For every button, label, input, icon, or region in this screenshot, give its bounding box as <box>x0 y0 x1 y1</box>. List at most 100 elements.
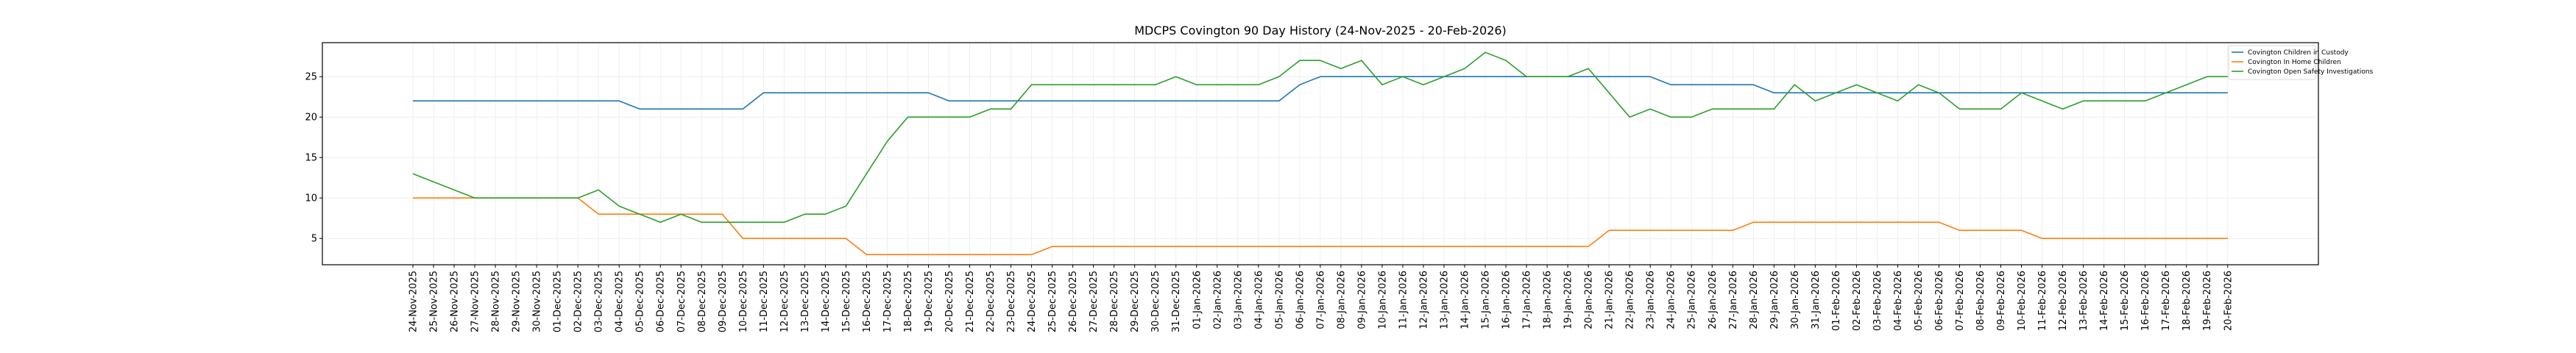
y-tick-label: 15 <box>305 153 317 164</box>
x-tick-label: 02-Dec-2025 <box>573 271 584 332</box>
x-tick-label: 11-Feb-2026 <box>2037 271 2048 331</box>
x-tick-label: 09-Jan-2026 <box>1356 271 1367 329</box>
x-tick-label: 28-Dec-2025 <box>1109 271 1120 332</box>
x-tick-label: 14-Dec-2025 <box>821 271 832 332</box>
x-tick-label: 07-Feb-2026 <box>1955 271 1966 331</box>
series-line-0 <box>413 76 2228 110</box>
x-tick-label: 14-Feb-2026 <box>2099 271 2110 331</box>
x-tick-label: 25-Nov-2025 <box>429 271 440 332</box>
y-tick-label: 25 <box>305 72 317 83</box>
x-tick-label: 20-Dec-2025 <box>944 271 955 332</box>
x-tick-label: 11-Jan-2026 <box>1398 271 1409 329</box>
x-tick-label: 10-Jan-2026 <box>1377 271 1388 329</box>
x-tick-label: 20-Feb-2026 <box>2223 271 2234 331</box>
chart-title: MDCPS Covington 90 Day History (24-Nov-2… <box>1134 24 1507 38</box>
x-tick-label: 27-Jan-2026 <box>1728 271 1739 329</box>
x-tick-label: 13-Feb-2026 <box>2078 271 2090 331</box>
x-tick-label: 04-Dec-2025 <box>615 271 626 332</box>
x-tick-label: 19-Dec-2025 <box>924 271 935 332</box>
legend-label: Covington Children in Custody <box>2248 49 2349 57</box>
x-tick-label: 30-Jan-2026 <box>1790 271 1801 329</box>
x-tick-label: 05-Feb-2026 <box>1914 271 1925 331</box>
x-tick-label: 17-Jan-2026 <box>1522 271 1533 329</box>
x-tick-label: 19-Feb-2026 <box>2202 271 2213 331</box>
x-tick-label: 23-Dec-2025 <box>1006 271 1017 332</box>
x-tick-label: 06-Dec-2025 <box>656 271 667 332</box>
x-tick-label: 16-Dec-2025 <box>862 271 873 332</box>
x-tick-label: 23-Jan-2026 <box>1646 271 1657 329</box>
x-tick-label: 06-Jan-2026 <box>1295 271 1306 329</box>
x-tick-label: 16-Feb-2026 <box>2140 271 2151 331</box>
legend-box <box>2228 45 2316 80</box>
y-tick-label: 20 <box>305 113 317 124</box>
y-axis: 5 10 15 20 25 <box>305 72 322 245</box>
x-tick-label: 10-Feb-2026 <box>2017 271 2028 331</box>
legend: Covington Children in Custody Covington I… <box>2228 45 2374 80</box>
x-tick-label: 19-Jan-2026 <box>1563 271 1574 329</box>
x-tick-label: 08-Feb-2026 <box>1975 271 1986 331</box>
x-tick-label: 26-Dec-2025 <box>1068 271 1079 332</box>
grid <box>322 43 2318 265</box>
x-tick-label: 22-Dec-2025 <box>986 271 997 332</box>
x-tick-label: 24-Nov-2025 <box>408 271 420 332</box>
x-tick-label: 30-Dec-2025 <box>1150 271 1161 332</box>
x-tick-label: 24-Dec-2025 <box>1027 271 1038 332</box>
x-tick-label: 09-Dec-2025 <box>718 271 729 332</box>
x-tick-label: 26-Nov-2025 <box>450 271 461 332</box>
x-tick-label: 02-Feb-2026 <box>1852 271 1863 331</box>
x-tick-label: 06-Feb-2026 <box>1934 271 1945 331</box>
x-tick-label: 17-Feb-2026 <box>2161 271 2172 331</box>
x-tick-label: 31-Jan-2026 <box>1811 271 1822 329</box>
x-tick-label: 08-Jan-2026 <box>1336 271 1347 329</box>
x-tick-label: 26-Jan-2026 <box>1708 271 1719 329</box>
x-tick-label: 04-Feb-2026 <box>1893 271 1904 331</box>
x-tick-label: 24-Jan-2026 <box>1666 271 1677 329</box>
x-tick-label: 01-Feb-2026 <box>1831 271 1842 331</box>
x-tick-label: 21-Jan-2026 <box>1604 271 1616 329</box>
x-tick-label: 18-Feb-2026 <box>2182 271 2193 331</box>
x-tick-label: 11-Dec-2025 <box>759 271 770 332</box>
x-tick-label: 18-Dec-2025 <box>903 271 914 332</box>
x-tick-label: 25-Jan-2026 <box>1687 271 1698 329</box>
x-tick-label: 25-Dec-2025 <box>1047 271 1058 332</box>
x-tick-label: 13-Jan-2026 <box>1440 271 1451 329</box>
x-tick-label: 18-Jan-2026 <box>1543 271 1554 329</box>
x-tick-label: 31-Dec-2025 <box>1171 271 1182 332</box>
x-tick-label: 03-Jan-2026 <box>1233 271 1244 329</box>
x-tick-label: 17-Dec-2025 <box>882 271 894 332</box>
x-tick-label: 30-Nov-2025 <box>532 271 543 332</box>
x-tick-label: 15-Jan-2026 <box>1481 271 1492 329</box>
x-tick-label: 28-Jan-2026 <box>1749 271 1760 329</box>
x-tick-label: 08-Dec-2025 <box>697 271 708 332</box>
x-tick-label: 20-Jan-2026 <box>1584 271 1595 329</box>
x-tick-label: 27-Nov-2025 <box>470 271 481 332</box>
x-tick-label: 27-Dec-2025 <box>1089 271 1100 332</box>
x-tick-label: 12-Dec-2025 <box>779 271 790 332</box>
x-tick-label: 15-Feb-2026 <box>2120 271 2131 331</box>
x-tick-label: 15-Dec-2025 <box>841 271 852 332</box>
x-tick-label: 07-Dec-2025 <box>676 271 687 332</box>
x-tick-label: 05-Jan-2026 <box>1274 271 1285 329</box>
series-layer <box>412 51 2228 256</box>
x-tick-label: 28-Nov-2025 <box>491 271 502 332</box>
x-tick-label: 29-Dec-2025 <box>1130 271 1141 332</box>
x-tick-label: 05-Dec-2025 <box>635 271 646 332</box>
x-tick-label: 12-Feb-2026 <box>2058 271 2069 331</box>
x-axis: 24-Nov-2025 25-Nov-2025 26-Nov-2025 27-Nov-… <box>408 265 2234 332</box>
x-tick-label: 10-Dec-2025 <box>738 271 749 332</box>
x-tick-label: 03-Feb-2026 <box>1872 271 1883 331</box>
x-tick-label: 03-Dec-2025 <box>594 271 605 332</box>
x-tick-label: 07-Jan-2026 <box>1315 271 1326 329</box>
y-tick-label: 10 <box>305 193 317 204</box>
x-tick-label: 02-Jan-2026 <box>1212 271 1223 329</box>
x-tick-label: 14-Jan-2026 <box>1460 271 1471 329</box>
y-tick-label: 5 <box>311 234 317 245</box>
x-tick-label: 21-Dec-2025 <box>965 271 976 332</box>
legend-label: Covington Open Safety Investigations <box>2248 68 2374 76</box>
x-tick-label: 04-Jan-2026 <box>1253 271 1264 329</box>
legend-label: Covington In Home Children <box>2248 59 2341 66</box>
x-tick-label: 01-Dec-2025 <box>553 271 564 332</box>
x-tick-label: 29-Nov-2025 <box>512 271 523 332</box>
x-tick-label: 09-Feb-2026 <box>1996 271 2007 331</box>
